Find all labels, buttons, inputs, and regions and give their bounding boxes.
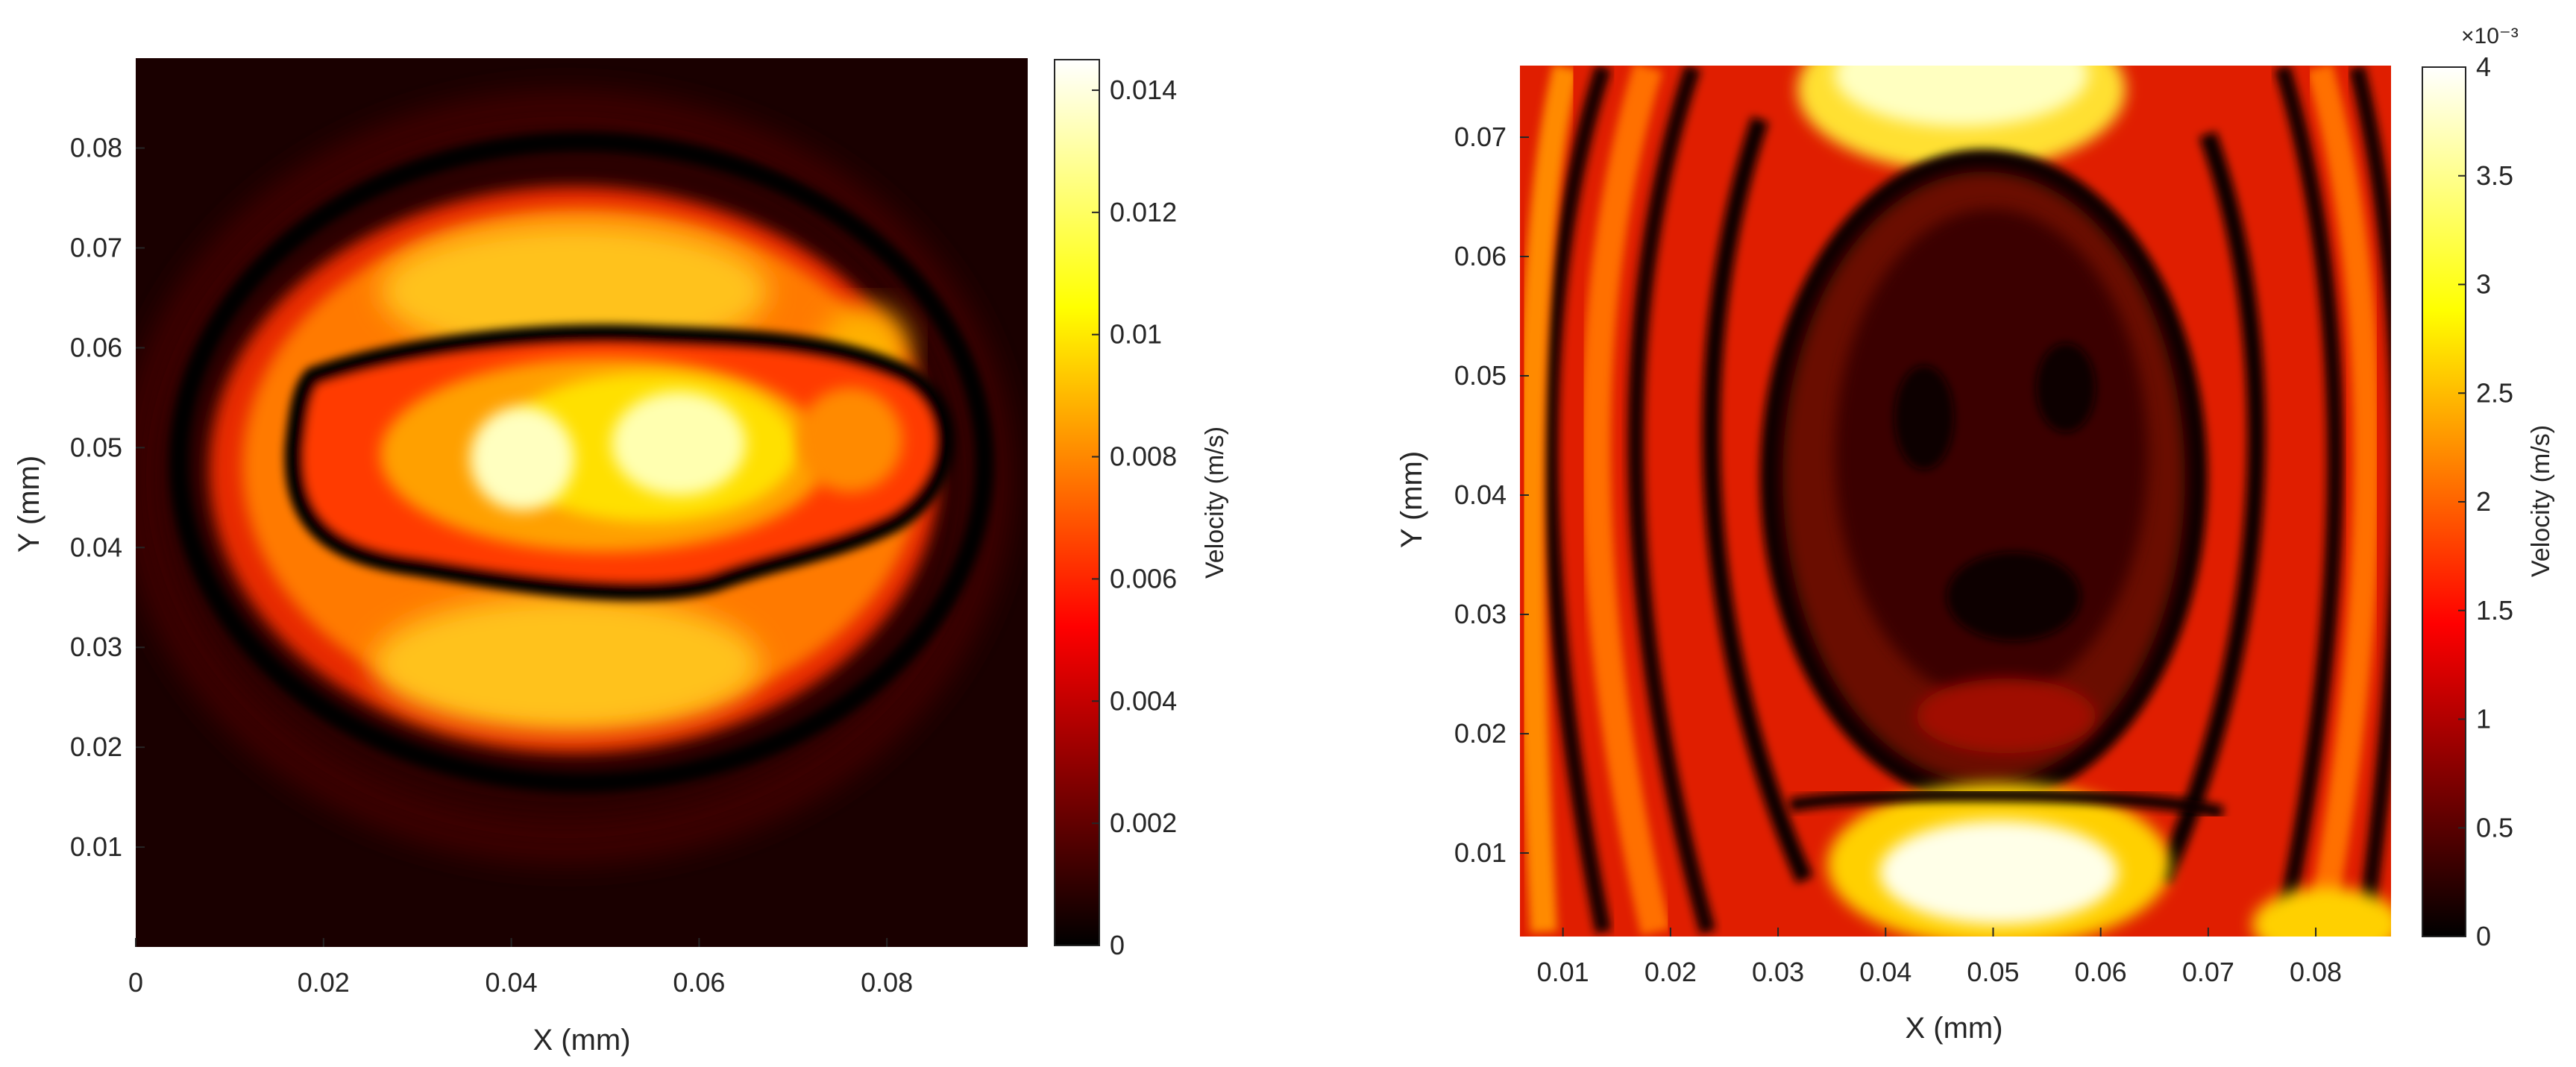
x-tick-label: 0.08 bbox=[861, 967, 913, 998]
colorbar-tick-label: 1.5 bbox=[2476, 595, 2513, 626]
x-axis-label-2: X (mm) bbox=[1905, 1012, 2002, 1045]
y-tick-label: 0.08 bbox=[70, 133, 122, 163]
x-tick-label: 0.04 bbox=[1859, 957, 1911, 987]
x-tick-label: 0 bbox=[128, 967, 143, 998]
y-axis-1: 0.01 0.02 0.03 0.04 0.05 0.06 0.07 0.08 bbox=[70, 133, 145, 862]
x-tick-label: 0.07 bbox=[2182, 957, 2234, 987]
y-axis-label-1: Y (mm) bbox=[13, 456, 45, 553]
x-tick-label: 0.06 bbox=[673, 967, 725, 998]
x-tick-label: 0.02 bbox=[298, 967, 350, 998]
y-tick-label: 0.05 bbox=[70, 432, 122, 462]
x-tick-label: 0.01 bbox=[1537, 957, 1589, 987]
colorbar-label-2: Velocity (m/s) bbox=[2527, 425, 2555, 577]
x-axis-1: 0 0.02 0.04 0.06 0.08 bbox=[128, 938, 913, 998]
y-tick-label: 0.02 bbox=[1454, 718, 1507, 749]
y-tick-label: 0.07 bbox=[1454, 122, 1507, 152]
x-tick-label: 0.04 bbox=[486, 967, 538, 998]
y-tick-label: 0.01 bbox=[70, 831, 122, 862]
y-tick-label: 0.06 bbox=[1454, 241, 1507, 271]
colorbar-exponent-2: ×10⁻³ bbox=[2461, 24, 2519, 48]
colorbar-tick-label: 0.014 bbox=[1110, 75, 1177, 105]
colorbar-tick-label: 0 bbox=[1110, 930, 1125, 960]
x-tick-label: 0.05 bbox=[1967, 957, 2019, 987]
x-tick-label: 0.08 bbox=[2290, 957, 2342, 987]
colorbar-tick-label: 0.002 bbox=[1110, 808, 1177, 838]
colorbar-ticks-2: 0 0.5 1 1.5 2 2.5 3 3.5 4 bbox=[2458, 51, 2513, 951]
x-axis-label-1: X (mm) bbox=[533, 1024, 630, 1057]
y-tick-label: 0.02 bbox=[70, 731, 122, 762]
colorbar-tick-label: 0.01 bbox=[1110, 319, 1162, 350]
y-tick-label: 0.04 bbox=[70, 532, 122, 562]
y-tick-label: 0.03 bbox=[70, 632, 122, 662]
colorbar-tick-label: 0.008 bbox=[1110, 441, 1177, 472]
colorbar-tick-label: 0.012 bbox=[1110, 197, 1177, 227]
heatmap-1 bbox=[136, 58, 1028, 947]
colorbar-tick-label: 0.006 bbox=[1110, 563, 1177, 594]
y-axis-label-2: Y (mm) bbox=[1395, 451, 1428, 548]
colorbar-tick-label: 4 bbox=[2476, 51, 2491, 82]
y-axis-2: 0.01 0.02 0.03 0.04 0.05 0.06 0.07 bbox=[1454, 122, 1529, 868]
colorbar-tick-label: 3 bbox=[2476, 269, 2491, 300]
colorbar-ticks-1: 0 0.002 0.004 0.006 0.008 0.01 0.012 0.014 bbox=[1092, 75, 1177, 960]
colorbar-tick-label: 3.5 bbox=[2476, 160, 2513, 191]
y-tick-label: 0.03 bbox=[1454, 599, 1507, 629]
colorbar-tick-label: 2 bbox=[2476, 486, 2491, 517]
y-tick-label: 0.01 bbox=[1454, 837, 1507, 868]
x-tick-label: 0.03 bbox=[1752, 957, 1804, 987]
heatmap-2 bbox=[1520, 66, 2391, 937]
colorbar-label-1: Velocity (m/s) bbox=[1201, 427, 1229, 579]
y-tick-label: 0.07 bbox=[70, 232, 122, 262]
colorbar-tick-label: 0.5 bbox=[2476, 812, 2513, 843]
colorbar-tick-label: 0 bbox=[2476, 921, 2491, 951]
x-axis-2: 0.01 0.02 0.03 0.04 0.05 0.06 0.07 0.08 bbox=[1537, 928, 2342, 987]
colorbar-tick-label: 1 bbox=[2476, 704, 2491, 734]
y-tick-label: 0.05 bbox=[1454, 360, 1507, 391]
x-tick-label: 0.02 bbox=[1644, 957, 1697, 987]
colorbar-1 bbox=[1054, 59, 1100, 946]
y-tick-label: 0.04 bbox=[1454, 479, 1507, 510]
colorbar-tick-label: 2.5 bbox=[2476, 377, 2513, 408]
y-tick-label: 0.06 bbox=[70, 332, 122, 362]
colorbar-tick-label: 0.004 bbox=[1110, 685, 1177, 716]
x-tick-label: 0.06 bbox=[2075, 957, 2127, 987]
